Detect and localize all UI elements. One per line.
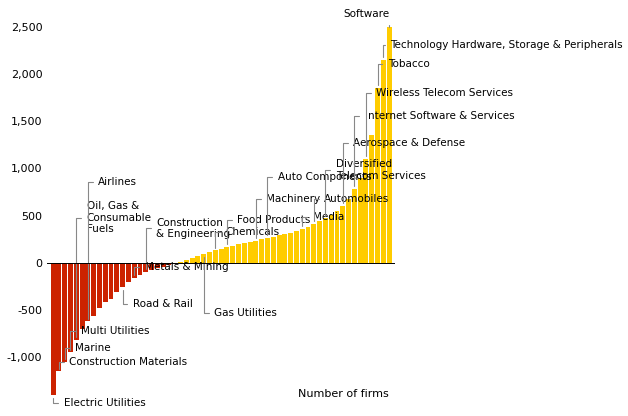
Bar <box>346 198 351 263</box>
Bar <box>311 224 317 263</box>
Bar <box>97 263 102 308</box>
Text: Food Products: Food Products <box>227 215 311 244</box>
Text: Gas Utilities: Gas Utilities <box>203 257 277 318</box>
Bar <box>126 263 131 282</box>
Bar <box>85 263 90 321</box>
Bar <box>358 178 362 263</box>
Bar <box>230 246 235 263</box>
Bar <box>213 250 218 263</box>
Text: Oil, Gas &
Consumable
Fuels: Oil, Gas & Consumable Fuels <box>76 201 152 337</box>
Bar <box>195 256 200 263</box>
Bar <box>68 263 73 352</box>
Bar <box>219 249 224 263</box>
Text: Machinery: Machinery <box>256 194 320 238</box>
Text: Diversified
Telecom Services: Diversified Telecom Services <box>325 159 426 215</box>
Text: Construction
& Engineering: Construction & Engineering <box>146 218 230 270</box>
Bar <box>91 263 96 316</box>
Bar <box>62 263 67 362</box>
Bar <box>103 263 108 302</box>
Text: Marine: Marine <box>65 343 111 359</box>
Bar <box>381 60 386 263</box>
Bar <box>352 189 357 263</box>
Bar <box>387 27 392 263</box>
Bar <box>149 263 154 270</box>
Bar <box>340 206 345 263</box>
Bar <box>300 229 305 263</box>
Bar <box>259 239 264 263</box>
Bar <box>375 88 380 263</box>
Text: Tobacco: Tobacco <box>377 59 430 85</box>
Bar <box>155 263 160 268</box>
Bar <box>178 262 183 263</box>
Bar <box>254 240 258 263</box>
Text: Road & Rail: Road & Rail <box>122 290 193 309</box>
Bar <box>172 263 177 264</box>
Bar <box>166 263 171 265</box>
Text: Metals & Mining: Metals & Mining <box>134 262 228 275</box>
Bar <box>207 253 212 263</box>
Text: Software: Software <box>343 9 389 27</box>
Bar <box>224 247 229 263</box>
Text: Number of firms: Number of firms <box>298 389 389 399</box>
Text: Aerospace & Defense: Aerospace & Defense <box>343 138 465 203</box>
Bar <box>161 263 166 267</box>
Bar <box>317 221 322 263</box>
Bar <box>132 263 137 278</box>
Bar <box>328 215 333 263</box>
Bar <box>201 254 206 263</box>
Bar <box>335 211 340 263</box>
Bar <box>51 263 55 395</box>
Bar <box>294 230 299 263</box>
Bar <box>364 159 369 263</box>
Bar <box>247 242 252 263</box>
Bar <box>80 263 85 329</box>
Text: Electric Utilities: Electric Utilities <box>53 398 145 408</box>
Bar <box>265 238 270 263</box>
Bar <box>283 234 287 263</box>
Bar <box>143 263 148 272</box>
Bar <box>323 218 328 263</box>
Text: Automobiles: Automobiles <box>314 194 389 221</box>
Text: Auto Components: Auto Components <box>268 173 372 235</box>
Bar <box>288 233 293 263</box>
Text: Internet Software & Services: Internet Software & Services <box>354 111 514 186</box>
Bar <box>271 237 276 263</box>
Text: Multi Utilities: Multi Utilities <box>70 327 149 350</box>
Bar <box>190 258 195 263</box>
Bar <box>114 263 119 292</box>
Bar <box>236 244 241 263</box>
Bar <box>57 263 62 371</box>
Text: Airlines: Airlines <box>88 177 138 319</box>
Bar <box>242 243 247 263</box>
Text: Technology Hardware, Storage & Peripherals: Technology Hardware, Storage & Periphera… <box>383 40 623 57</box>
Bar <box>138 263 143 275</box>
Bar <box>276 235 281 263</box>
Bar <box>306 227 310 263</box>
Bar <box>120 263 125 287</box>
Bar <box>109 263 114 299</box>
Bar <box>74 263 78 340</box>
Text: Construction Materials: Construction Materials <box>59 357 187 369</box>
Bar <box>369 135 374 263</box>
Text: Chemicals: Chemicals <box>215 227 280 248</box>
Bar <box>184 260 189 263</box>
Text: Media: Media <box>302 212 344 226</box>
Text: Wireless Telecom Services: Wireless Telecom Services <box>366 89 513 156</box>
